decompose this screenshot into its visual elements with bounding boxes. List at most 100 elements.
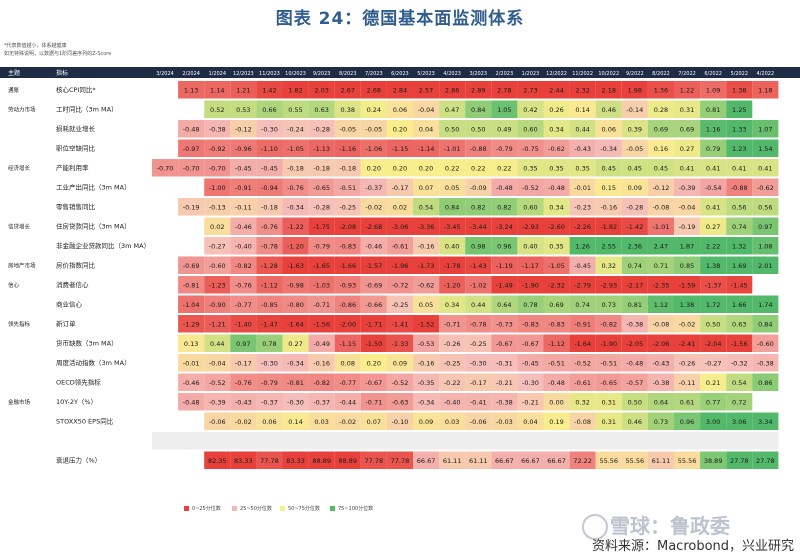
heat-cell: [491, 412, 518, 430]
heat-cell: [569, 139, 596, 157]
cell-value: 0.20: [367, 164, 381, 172]
heat-cell: [230, 237, 257, 255]
cell-value: 1.72: [706, 301, 720, 309]
row-label: 衰退压力（%）: [56, 455, 101, 464]
heat-cell: [700, 373, 727, 391]
cell-value: 0.79: [706, 145, 720, 153]
legend-label-3: 50~75分位数: [288, 506, 320, 512]
cell-value: 0.55: [288, 106, 302, 114]
heat-cell: [204, 276, 231, 294]
cell-value: 1.66: [732, 301, 746, 309]
cell-value: 2.78: [497, 86, 511, 94]
heat-cell: [674, 276, 701, 294]
heat-cell: [282, 139, 309, 157]
heat-cell: [465, 100, 492, 118]
cell-value: -0.06: [470, 418, 487, 426]
heat-cell: [569, 159, 596, 177]
cell-value: -0.60: [209, 262, 226, 270]
cell-value: 0.50: [471, 125, 485, 133]
cell-value: 0.69: [654, 125, 668, 133]
cell-value: -0.79: [496, 145, 513, 153]
heat-cell: [569, 256, 596, 274]
cell-value: -1.17: [522, 262, 539, 270]
cell-value: -0.40: [235, 242, 252, 250]
cell-value: -0.52: [574, 359, 591, 367]
cell-value: -0.81: [287, 379, 304, 387]
heat-cell: [752, 315, 779, 333]
heat-cell: [491, 237, 518, 255]
heat-cell: [647, 354, 674, 372]
heat-cell: [230, 393, 257, 411]
cell-value: 0.84: [445, 203, 459, 211]
cell-value: -1.20: [287, 242, 304, 250]
cell-value: -1.56: [731, 340, 748, 348]
cell-value: 0.41: [680, 164, 694, 172]
cell-value: -1.02: [470, 281, 487, 289]
heat-cell: [413, 217, 440, 235]
heat-cell: [543, 120, 570, 138]
legend-label-4: 75~100分位数: [338, 506, 374, 512]
heat-cell: [334, 178, 361, 196]
heat-cell: [439, 393, 466, 411]
heat-cell: [204, 256, 231, 274]
cell-value: 27.78: [730, 457, 749, 465]
cell-value: -1.22: [287, 223, 304, 231]
cell-value: 0.27: [288, 340, 302, 348]
cell-value: -0.25: [470, 340, 487, 348]
heat-cell: [647, 120, 674, 138]
heat-cell: [413, 276, 440, 294]
heat-cell: [465, 159, 492, 177]
heat-cell: [230, 81, 257, 99]
cell-value: 1.14: [210, 86, 224, 94]
cell-value: 0.31: [602, 418, 616, 426]
cell-value: 1.69: [732, 262, 746, 270]
column-header: 8/2022: [652, 71, 670, 77]
cell-value: 0.19: [549, 418, 563, 426]
heat-cell: [386, 412, 413, 430]
heat-cell: [595, 120, 622, 138]
cell-value: -0.48: [183, 125, 200, 133]
heat-cell: [465, 373, 492, 391]
cell-value: 0.04: [419, 125, 433, 133]
column-header: 1/2023: [522, 71, 540, 77]
row-label: 10Y-2Y（%）: [56, 398, 97, 406]
heat-cell: [752, 237, 779, 255]
cell-value: 0.44: [471, 301, 485, 309]
heat-cell: [752, 159, 779, 177]
cell-value: 0.31: [602, 398, 616, 406]
row-label: 产能利用率: [56, 163, 89, 172]
cell-value: -0.23: [574, 203, 591, 211]
cell-value: 1.12: [654, 301, 668, 309]
heat-cell: [230, 373, 257, 391]
heat-cell: [360, 100, 387, 118]
cell-value: 2.18: [602, 86, 616, 94]
cell-value: 2.73: [523, 86, 537, 94]
heat-cell: [726, 295, 753, 313]
heat-cell: [413, 412, 440, 430]
column-header: 7/2022: [678, 71, 696, 77]
heat-cell: [386, 315, 413, 333]
cell-value: -0.72: [392, 281, 409, 289]
cell-value: 0.78: [523, 301, 537, 309]
cell-value: -0.65: [600, 379, 617, 387]
cell-value: -0.37: [261, 398, 278, 406]
heat-cell: [386, 120, 413, 138]
cell-value: 0.40: [523, 242, 537, 250]
cell-value: 0.84: [471, 106, 485, 114]
cell-value: 0.61: [680, 398, 694, 406]
heat-cell: [595, 81, 622, 99]
cell-value: -0.34: [287, 359, 304, 367]
heat-cell: [386, 217, 413, 235]
heat-cell: [334, 354, 361, 372]
heat-cell: [386, 393, 413, 411]
cell-value: -1.28: [261, 262, 278, 270]
cell-value: -0.94: [261, 184, 278, 192]
cell-value: -0.90: [209, 301, 226, 309]
heat-cell: [700, 100, 727, 118]
heat-cell: [334, 256, 361, 274]
heat-cell: [204, 178, 231, 196]
cell-value: 0.66: [262, 106, 276, 114]
heat-cell: [282, 412, 309, 430]
heat-cell: [439, 451, 466, 469]
cell-value: -1.20: [444, 281, 461, 289]
